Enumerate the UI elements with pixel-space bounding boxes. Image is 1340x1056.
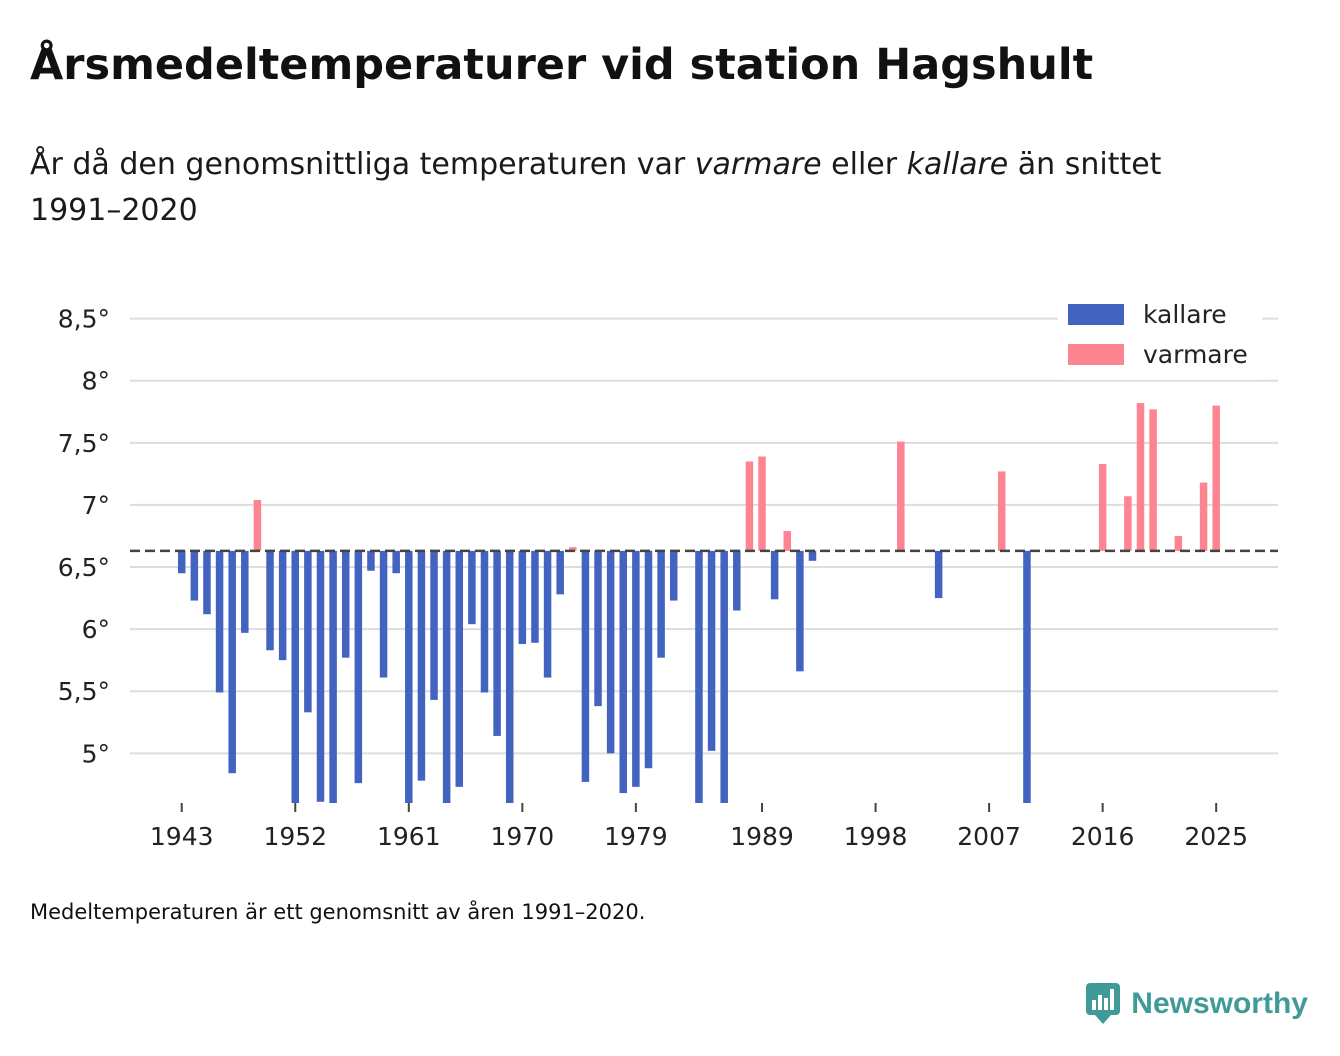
- legend: kallare varmare: [1058, 296, 1262, 380]
- y-tick-label: 8°: [82, 367, 110, 396]
- bar-warm: [253, 499, 262, 551]
- y-tick-label: 6,5°: [58, 553, 110, 582]
- subtitle-cold-word: kallare: [906, 147, 1009, 182]
- x-tick-label: 1952: [263, 822, 327, 851]
- bar-cold: [203, 550, 211, 615]
- bar-warm: [897, 441, 905, 551]
- bar-cold: [606, 550, 615, 754]
- bar-cold: [215, 550, 224, 693]
- subtitle-text-1: År då den genomsnittliga temperaturen va…: [30, 147, 695, 182]
- legend-label-warm: varmare: [1143, 340, 1248, 369]
- bar-cold: [543, 550, 552, 678]
- bar-warm: [1212, 405, 1220, 551]
- bar-cold: [669, 550, 678, 601]
- y-axis: 5° 5,5° 6° 6,5° 7° 7,5° 8° 8,5°: [58, 305, 110, 769]
- bar-cold: [1023, 550, 1031, 803]
- bar-cold: [367, 550, 375, 571]
- newsworthy-icon: [1086, 983, 1121, 1024]
- bar-cold: [228, 550, 236, 774]
- x-tick-label: 1989: [730, 822, 794, 851]
- bar-cold: [266, 550, 274, 651]
- x-tick-label: 1970: [491, 822, 555, 851]
- bar-warm: [1174, 535, 1183, 551]
- bar-cold: [316, 550, 325, 802]
- brand-name: Newsworthy: [1131, 987, 1308, 1020]
- temperature-bar-chart: 5° 5,5° 6° 6,5° 7° 7,5° 8° 8,5° 1943 1952 1961 197…: [58, 296, 1278, 851]
- brand-logo: Newsworthy: [1085, 982, 1308, 1026]
- bar-cold: [291, 550, 300, 803]
- x-tick-label: 1998: [844, 822, 908, 851]
- chart-subtitle: År då den genomsnittliga temperaturen va…: [30, 142, 1230, 234]
- x-tick-label: 2025: [1184, 822, 1248, 851]
- bar-warm: [1199, 482, 1208, 551]
- subtitle-warm-word: varmare: [694, 147, 822, 182]
- bar-cold: [493, 550, 501, 736]
- bar-warm: [1136, 403, 1145, 551]
- bar-warm: [758, 456, 766, 551]
- bar-cold: [505, 550, 514, 803]
- bar-cold: [796, 550, 804, 672]
- bar-cold: [695, 550, 703, 803]
- bar-cold: [632, 550, 640, 787]
- x-tick-label: 1961: [377, 822, 441, 851]
- bar-cold: [468, 550, 476, 625]
- bar-cold: [733, 550, 741, 611]
- bar-cold: [177, 550, 186, 574]
- bar-cold: [241, 550, 249, 633]
- bar-cold: [430, 550, 438, 700]
- footnote: Medeltemperaturen är ett genomsnitt av å…: [30, 900, 646, 924]
- bar-cold: [518, 550, 527, 645]
- bar-warm: [997, 471, 1006, 551]
- bar-cold: [808, 550, 817, 561]
- bar-cold: [379, 550, 388, 678]
- bar-cold: [531, 550, 539, 643]
- bar-cold: [442, 550, 451, 803]
- chart-title: Årsmedeltemperaturer vid station Hagshul…: [30, 40, 1094, 90]
- bar-warm: [1149, 409, 1157, 551]
- bars: [177, 403, 1220, 803]
- bar-warm: [783, 531, 792, 551]
- bar-warm: [569, 547, 577, 551]
- bar-cold: [455, 550, 464, 787]
- bar-cold: [405, 550, 413, 803]
- x-tick-label: 1943: [150, 822, 214, 851]
- bar-cold: [619, 550, 628, 794]
- legend-swatch-cold: [1068, 304, 1124, 325]
- bar-cold: [392, 550, 400, 574]
- bar-warm: [1098, 463, 1107, 551]
- y-tick-label: 6°: [82, 615, 110, 644]
- bar-cold: [480, 550, 489, 693]
- y-tick-label: 5,5°: [58, 677, 110, 706]
- legend-swatch-warm: [1068, 344, 1124, 365]
- bar-cold: [556, 550, 564, 595]
- subtitle-text-3: än snittet 1991–2020: [30, 147, 1162, 228]
- bar-cold: [594, 550, 602, 707]
- x-tick-label: 1979: [604, 822, 668, 851]
- bar-cold: [417, 550, 426, 781]
- bar-cold: [329, 550, 337, 803]
- bar-cold: [354, 550, 363, 784]
- x-axis: 1943 1952 1961 1970 1979 1989 1998 2007 2016 2025: [150, 803, 1248, 851]
- bar-cold: [581, 550, 590, 782]
- bar-cold: [190, 550, 199, 601]
- y-tick-label: 7°: [82, 491, 110, 520]
- bar-cold: [304, 550, 312, 713]
- bar-warm: [1124, 496, 1132, 551]
- y-tick-label: 8,5°: [58, 305, 110, 334]
- x-tick-label: 2016: [1071, 822, 1135, 851]
- bar-cold: [657, 550, 665, 658]
- x-tick-label: 2007: [957, 822, 1021, 851]
- bar-warm: [745, 461, 754, 551]
- bar-cold: [341, 550, 350, 658]
- legend-label-cold: kallare: [1143, 300, 1227, 329]
- bar-cold: [934, 550, 943, 599]
- bar-cold: [278, 550, 287, 661]
- bar-cold: [644, 550, 653, 769]
- y-tick-label: 5°: [82, 739, 110, 768]
- subtitle-text-2: eller: [821, 147, 907, 182]
- bar-cold: [720, 550, 728, 803]
- bar-cold: [707, 550, 716, 751]
- y-tick-label: 7,5°: [58, 429, 110, 458]
- bar-cold: [770, 550, 779, 600]
